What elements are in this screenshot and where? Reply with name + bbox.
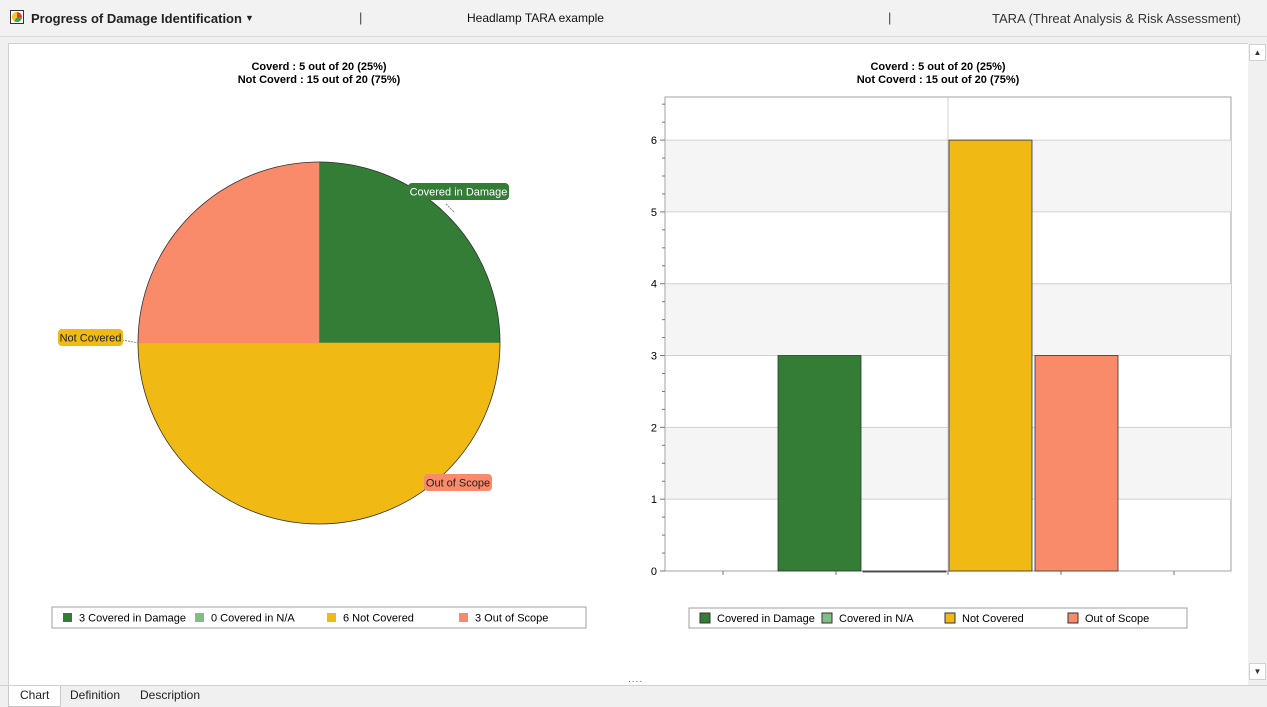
bar-legend-swatch (1067, 612, 1079, 624)
tab-description[interactable]: Description (140, 688, 201, 702)
chevron-down-icon: ▼ (244, 13, 254, 23)
pie-label-covered-in-damage: Covered in Damage (408, 183, 509, 213)
bar-legend-swatch (821, 612, 833, 624)
bar-out-of-scope (1034, 355, 1119, 572)
bar-legend-item: Out of Scope (1085, 613, 1149, 625)
y-tick-label: 3 (651, 351, 657, 363)
pie-legend-item: 3 Out of Scope (475, 613, 548, 625)
bar-covered-in-n-a (862, 570, 947, 573)
tab-definition[interactable]: Definition (70, 688, 121, 702)
pie-summary-line2: Not Coverd : 15 out of 20 (75%) (238, 74, 401, 86)
pie-legend-item: 3 Covered in Damage (79, 613, 186, 625)
view-title-text: Progress of Damage Identification (31, 11, 242, 26)
bar-summary-line1: Coverd : 5 out of 20 (25%) (870, 61, 1005, 73)
bar-legend-item: Covered in N/A (839, 613, 914, 625)
pie-slice-out-of-scope (137, 161, 320, 344)
pie-label-out-of-scope-text: Out of Scope (426, 478, 490, 490)
bar-summary-line2: Not Coverd : 15 out of 20 (75%) (857, 74, 1020, 86)
pie-label-not-covered-text: Not Covered (60, 333, 122, 345)
pie-legend-swatch (459, 613, 468, 622)
pie-legend-item: 0 Covered in N/A (211, 613, 295, 625)
bar-y-ticks: 0 1 2 3 4 5 6 (651, 135, 657, 578)
header-separator: | (888, 10, 892, 25)
y-tick-label: 2 (651, 422, 657, 434)
y-tick-label: 5 (651, 207, 657, 219)
bar-grid (660, 96, 1232, 575)
bar-legend-item: Covered in Damage (717, 613, 815, 625)
bar-legend-swatch (699, 612, 711, 624)
y-tick-label: 1 (651, 494, 657, 506)
bar-chart: Coverd : 5 out of 20 (25%) Not Coverd : … (651, 61, 1232, 629)
resize-grip[interactable]: .... (628, 674, 644, 685)
tab-chart[interactable]: Chart (8, 686, 62, 707)
charts-canvas: Coverd : 5 out of 20 (25%) Not Coverd : … (51, 61, 1232, 629)
bar-legend-swatch (944, 612, 956, 624)
pie-label-not-covered: Not Covered (58, 329, 140, 346)
bar-legend-item: Not Covered (962, 613, 1024, 625)
y-tick-label: 6 (651, 135, 657, 147)
chart-panel: Coverd : 5 out of 20 (25%) Not Coverd : … (8, 43, 1249, 687)
module-name: TARA (Threat Analysis & Risk Assessment) (992, 11, 1241, 26)
pie-legend-swatch (63, 613, 72, 622)
pie-slices (137, 161, 501, 525)
bar-marks (777, 139, 1119, 573)
pie-legend-swatch (327, 613, 336, 622)
pie-legend-swatch (195, 613, 204, 622)
pie-legend: 3 Covered in Damage 0 Covered in N/A 6 N… (51, 606, 587, 629)
pie-slice-not-covered (137, 342, 501, 525)
bottom-tab-bar: Chart Definition Description (0, 685, 1267, 707)
scroll-up-button[interactable]: ▲ (1249, 44, 1266, 61)
view-header: Progress of Damage Identification ▼ | Hea… (0, 0, 1267, 37)
scroll-down-button[interactable]: ▼ (1249, 663, 1266, 680)
chart-app-icon (10, 10, 24, 24)
pie-label-out-of-scope: Out of Scope (424, 474, 492, 491)
pie-chart: Coverd : 5 out of 20 (25%) Not Coverd : … (51, 61, 587, 629)
bar-not-covered (948, 139, 1033, 572)
vertical-scrollbar[interactable]: ▲ ▼ (1248, 43, 1266, 685)
y-tick-label: 0 (651, 566, 657, 578)
pie-summary-line1: Coverd : 5 out of 20 (25%) (251, 61, 386, 73)
pie-legend-item: 6 Not Covered (343, 613, 414, 625)
header-separator: | (359, 10, 363, 25)
project-name: Headlamp TARA example (467, 11, 604, 25)
bar-legend: Covered in Damage Covered in N/A Not Cov… (688, 607, 1188, 629)
bar-covered-in-damage (777, 355, 862, 572)
pie-label-covered-in-damage-text: Covered in Damage (410, 187, 508, 199)
view-title-dropdown[interactable]: Progress of Damage Identification ▼ (31, 11, 254, 26)
y-tick-label: 4 (651, 279, 657, 291)
